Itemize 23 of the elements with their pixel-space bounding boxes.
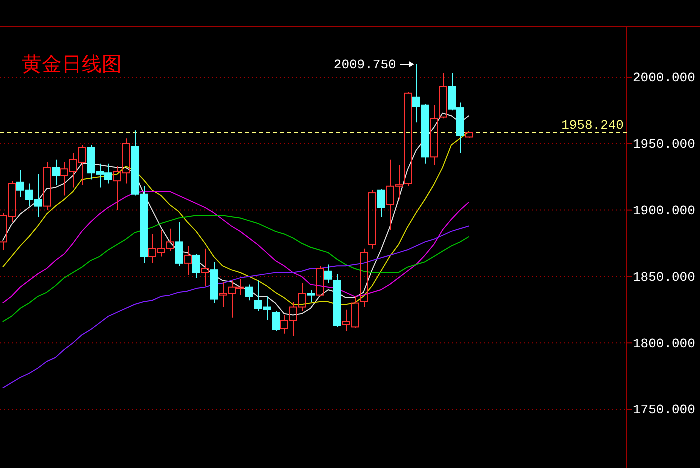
line-series [2, 226, 470, 389]
candlestick [184, 246, 192, 276]
candlestick [430, 104, 438, 166]
candlestick [246, 284, 254, 302]
line-series [2, 191, 470, 304]
annotation: 2009.750 [334, 58, 396, 73]
candlestick [272, 310, 280, 332]
ref-line-label: 1958.240 [562, 118, 624, 133]
y-tick-label: 1900.000 [633, 203, 696, 218]
candlestick [308, 290, 316, 302]
candlestick [324, 264, 332, 284]
candlestick [192, 254, 200, 279]
candlestick [378, 188, 386, 218]
candlestick [52, 159, 60, 186]
y-tick-label: 2000.000 [633, 70, 696, 86]
candlestick [202, 248, 210, 287]
candlestick [176, 222, 184, 267]
y-tick-label: 1750.000 [633, 402, 696, 418]
y-tick-label: 1850.000 [633, 270, 696, 285]
y-tick-label: 1800.000 [633, 336, 696, 352]
y-tick-label: 1950.000 [633, 137, 696, 152]
line-series [2, 215, 470, 322]
text: 黄金日线图 [22, 52, 122, 76]
